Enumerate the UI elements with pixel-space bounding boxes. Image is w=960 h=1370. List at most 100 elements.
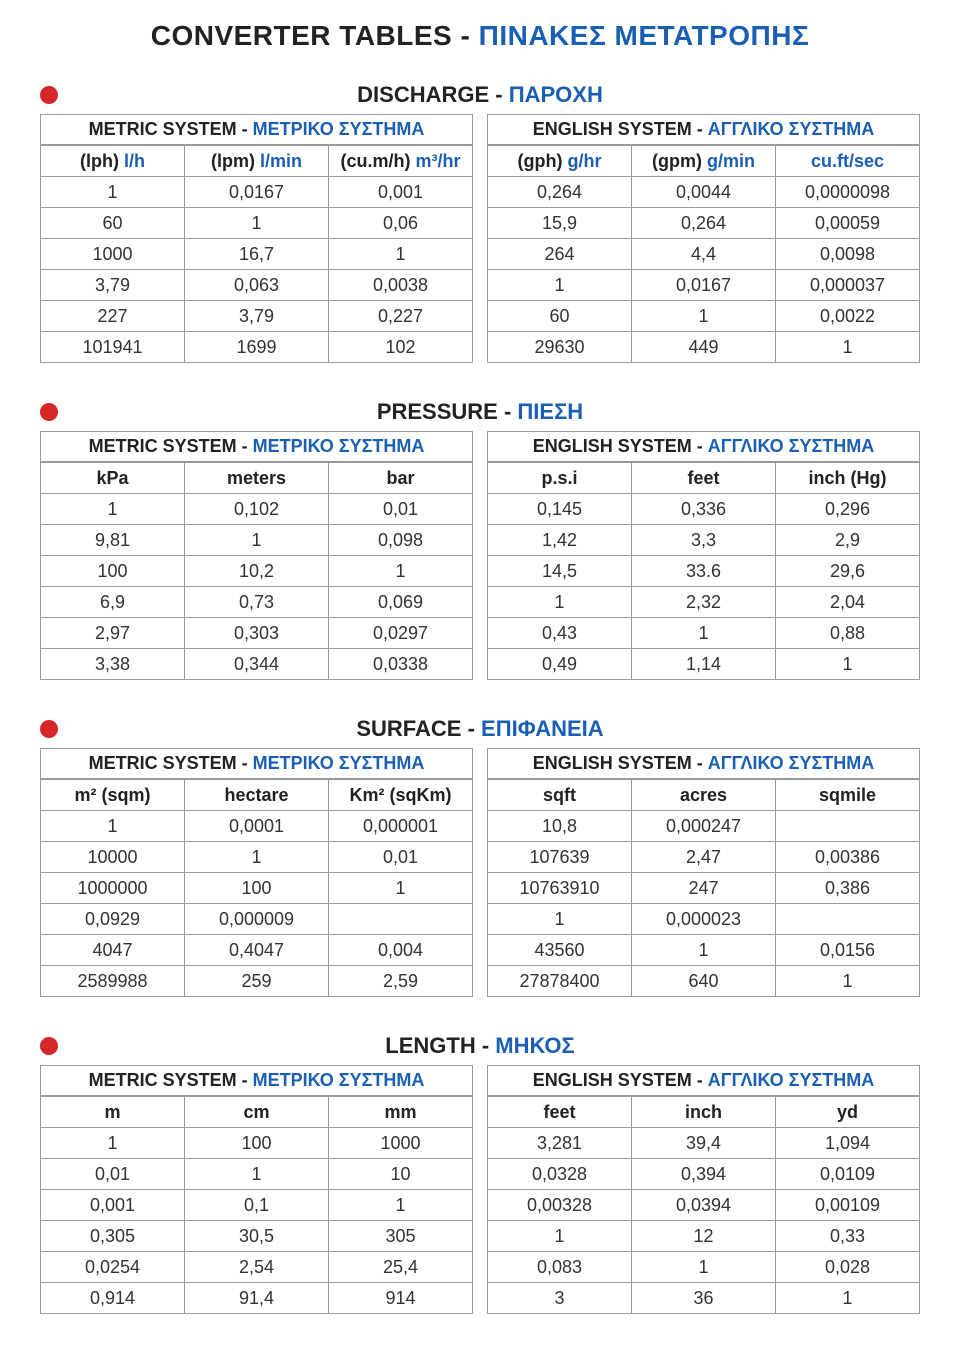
table-row: 1,423,32,9 bbox=[488, 525, 920, 556]
table-cell: 0,06 bbox=[329, 208, 473, 239]
metric-table: mcmmm110010000,011100,0010,110,30530,530… bbox=[40, 1096, 473, 1314]
section-1: PRESSURE - ΠΙΕΣΗ METRIC SYSTEM - ΜΕΤΡΙΚΟ … bbox=[40, 399, 920, 680]
col-header-en: meters bbox=[227, 468, 286, 488]
table-row: 100016,71 bbox=[41, 239, 473, 270]
table-row: 3,790,0630,0038 bbox=[41, 270, 473, 301]
table-header-row: feetinchyd bbox=[488, 1097, 920, 1128]
col-header-en: feet bbox=[687, 468, 719, 488]
col-header-gr: cu.ft/sec bbox=[811, 151, 884, 171]
table-row: 0,03280,3940,0109 bbox=[488, 1159, 920, 1190]
table-cell: 0,098 bbox=[329, 525, 473, 556]
table-row: 2273,790,227 bbox=[41, 301, 473, 332]
table-cell: 0,227 bbox=[329, 301, 473, 332]
table-cell: 60 bbox=[488, 301, 632, 332]
table-header-row: sqftacressqmile bbox=[488, 780, 920, 811]
sys-header-gr: ΜΕΤΡΙΚΟ ΣΥΣΤΗΜΑ bbox=[253, 1070, 425, 1090]
table-cell: 0,394 bbox=[632, 1159, 776, 1190]
table-cell: 1 bbox=[632, 935, 776, 966]
col-header-gr: l/min bbox=[260, 151, 302, 171]
section-title: LENGTH - ΜΗΚΟΣ bbox=[40, 1033, 920, 1059]
section-3: LENGTH - ΜΗΚΟΣ METRIC SYSTEM - ΜΕΤΡΙΚΟ ΣΥ… bbox=[40, 1033, 920, 1314]
table-cell: 1 bbox=[41, 1128, 185, 1159]
sys-header-gr: ΜΕΤΡΙΚΟ ΣΥΣΤΗΜΑ bbox=[253, 119, 425, 139]
table-cell: 1 bbox=[632, 1252, 776, 1283]
section-title: PRESSURE - ΠΙΕΣΗ bbox=[40, 399, 920, 425]
table-cell: 0,001 bbox=[41, 1190, 185, 1221]
table-cell: 0,1 bbox=[185, 1190, 329, 1221]
table-cell: 1 bbox=[329, 1190, 473, 1221]
english-table-wrap: ENGLISH SYSTEM - ΑΓΓΛΙΚΟ ΣΥΣΤΗΜΑsqftacre… bbox=[487, 748, 920, 997]
section-title: SURFACE - ΕΠΙΦΑΝΕΙΑ bbox=[40, 716, 920, 742]
table-cell: 1 bbox=[776, 1283, 920, 1314]
col-header: hectare bbox=[185, 780, 329, 811]
table-cell: 102 bbox=[329, 332, 473, 363]
table-cell: 0,00328 bbox=[488, 1190, 632, 1221]
sys-header-en: METRIC SYSTEM - bbox=[89, 753, 253, 773]
col-header-en: inch (Hg) bbox=[809, 468, 887, 488]
col-header-gr: g/hr bbox=[567, 151, 601, 171]
metric-table-wrap: METRIC SYSTEM - ΜΕΤΡΙΚΟ ΣΥΣΤΗΜΑm² (sqm)h… bbox=[40, 748, 473, 997]
table-cell: 4047 bbox=[41, 935, 185, 966]
col-header: bar bbox=[329, 463, 473, 494]
sys-header-gr: ΑΓΓΛΙΚΟ ΣΥΣΤΗΜΑ bbox=[708, 1070, 874, 1090]
two-column-wrap: METRIC SYSTEM - ΜΕΤΡΙΚΟ ΣΥΣΤΗΜΑ(lph) l/h… bbox=[40, 114, 920, 363]
table-cell: 0,0022 bbox=[776, 301, 920, 332]
table-row: 0,1450,3360,296 bbox=[488, 494, 920, 525]
sys-header-gr: ΑΓΓΛΙΚΟ ΣΥΣΤΗΜΑ bbox=[708, 119, 874, 139]
table-cell: 1 bbox=[488, 904, 632, 935]
english-table-wrap: ENGLISH SYSTEM - ΑΓΓΛΙΚΟ ΣΥΣΤΗΜΑ(gph) g/… bbox=[487, 114, 920, 363]
table-cell: 0,0000098 bbox=[776, 177, 920, 208]
two-column-wrap: METRIC SYSTEM - ΜΕΤΡΙΚΟ ΣΥΣΤΗΜΑmcmmm1100… bbox=[40, 1065, 920, 1314]
table-cell: 1 bbox=[185, 842, 329, 873]
table-cell: 1 bbox=[488, 587, 632, 618]
table-cell: 0,028 bbox=[776, 1252, 920, 1283]
table-row: 1076392,470,00386 bbox=[488, 842, 920, 873]
table-cell: 0,0254 bbox=[41, 1252, 185, 1283]
table-cell: 264 bbox=[488, 239, 632, 270]
table-cell: 2,54 bbox=[185, 1252, 329, 1283]
col-header: sqft bbox=[488, 780, 632, 811]
table-cell: 1 bbox=[329, 873, 473, 904]
col-header-gr: g/min bbox=[707, 151, 755, 171]
table-cell: 0,000037 bbox=[776, 270, 920, 301]
table-cell: 2,47 bbox=[632, 842, 776, 873]
table-row: 6010,06 bbox=[41, 208, 473, 239]
table-row: 0,09290,000009 bbox=[41, 904, 473, 935]
table-cell: 305 bbox=[329, 1221, 473, 1252]
table-cell: 0,0038 bbox=[329, 270, 473, 301]
table-cell: 0,01 bbox=[329, 494, 473, 525]
table-cell: 3,38 bbox=[41, 649, 185, 680]
english-table-wrap: ENGLISH SYSTEM - ΑΓΓΛΙΚΟ ΣΥΣΤΗΜΑfeetinch… bbox=[487, 1065, 920, 1314]
metric-system-header: METRIC SYSTEM - ΜΕΤΡΙΚΟ ΣΥΣΤΗΜΑ bbox=[40, 431, 473, 462]
col-header-en: yd bbox=[837, 1102, 858, 1122]
col-header-en: inch bbox=[685, 1102, 722, 1122]
table-cell: 0,000001 bbox=[329, 811, 473, 842]
col-header-gr: m³/hr bbox=[416, 151, 461, 171]
metric-table-wrap: METRIC SYSTEM - ΜΕΤΡΙΚΟ ΣΥΣΤΗΜΑmcmmm1100… bbox=[40, 1065, 473, 1314]
section-title-en: SURFACE - bbox=[356, 716, 481, 741]
col-header-en: hectare bbox=[224, 785, 288, 805]
col-header: (cu.m/h) m³/hr bbox=[329, 146, 473, 177]
table-cell: 0,000009 bbox=[185, 904, 329, 935]
col-header: (lph) l/h bbox=[41, 146, 185, 177]
table-row: 0,491,141 bbox=[488, 649, 920, 680]
table-cell: 0,063 bbox=[185, 270, 329, 301]
table-cell: 1 bbox=[185, 525, 329, 556]
table-row: 0,003280,03940,00109 bbox=[488, 1190, 920, 1221]
english-table: feetinchyd3,28139,41,0940,03280,3940,010… bbox=[487, 1096, 920, 1314]
table-row: 9,8110,098 bbox=[41, 525, 473, 556]
table-cell: 4,4 bbox=[632, 239, 776, 270]
col-header: cu.ft/sec bbox=[776, 146, 920, 177]
table-cell: 33.6 bbox=[632, 556, 776, 587]
table-row: 40470,40470,004 bbox=[41, 935, 473, 966]
table-cell: 1 bbox=[41, 494, 185, 525]
table-cell: 10763910 bbox=[488, 873, 632, 904]
table-cell bbox=[776, 811, 920, 842]
col-header-en: (lph) bbox=[80, 151, 124, 171]
table-cell: 0,069 bbox=[329, 587, 473, 618]
table-cell: 43560 bbox=[488, 935, 632, 966]
table-cell: 39,4 bbox=[632, 1128, 776, 1159]
table-cell: 0,33 bbox=[776, 1221, 920, 1252]
table-cell: 2,97 bbox=[41, 618, 185, 649]
table-cell: 29,6 bbox=[776, 556, 920, 587]
